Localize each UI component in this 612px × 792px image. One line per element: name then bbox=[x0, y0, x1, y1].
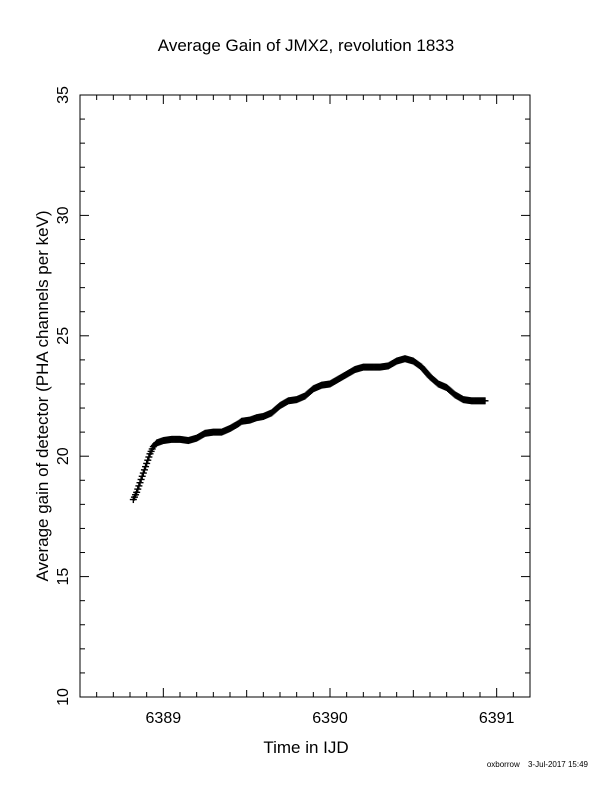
y-tick-label: 15 bbox=[55, 568, 72, 586]
footer-credit: oxborrow 3-Jul-2017 15:49 bbox=[481, 760, 588, 769]
y-tick-label: 25 bbox=[55, 327, 72, 345]
data-point bbox=[481, 397, 489, 405]
x-tick-label: 6389 bbox=[146, 710, 182, 727]
y-tick-label: 20 bbox=[55, 447, 72, 465]
y-axis-label: Average gain of detector (PHA channels p… bbox=[33, 210, 52, 581]
x-tick-label: 6390 bbox=[312, 710, 348, 727]
data-point bbox=[143, 459, 151, 467]
x-tick-label: 6391 bbox=[479, 710, 515, 727]
chart-title: Average Gain of JMX2, revolution 1833 bbox=[157, 36, 455, 55]
tick-labels: 10 15 20 25 30 35 6389 6390 6391 bbox=[55, 86, 515, 727]
data-point bbox=[142, 463, 150, 471]
y-tick-label: 10 bbox=[55, 688, 72, 706]
footer-user: oxborrow bbox=[486, 760, 520, 769]
data-point bbox=[133, 488, 141, 496]
data-point bbox=[136, 479, 144, 487]
axis-ticks bbox=[79, 94, 531, 698]
y-tick-label: 35 bbox=[55, 86, 72, 104]
data-point bbox=[137, 475, 145, 483]
data-point bbox=[138, 472, 146, 480]
data-point bbox=[144, 456, 152, 464]
data-point bbox=[140, 466, 148, 474]
footer-timestamp: 3-Jul-2017 15:49 bbox=[527, 760, 588, 769]
data-point bbox=[134, 485, 142, 493]
y-tick-label: 30 bbox=[55, 206, 72, 224]
plot-frame bbox=[79, 94, 531, 698]
data-point bbox=[145, 453, 153, 461]
data-point bbox=[139, 469, 147, 477]
x-axis-label: Time in IJD bbox=[263, 738, 349, 757]
data-points bbox=[129, 355, 489, 504]
data-point bbox=[135, 482, 143, 490]
